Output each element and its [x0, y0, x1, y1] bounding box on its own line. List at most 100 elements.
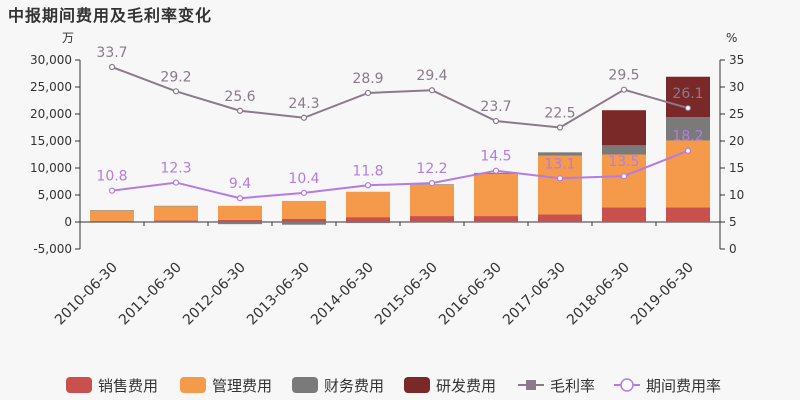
legend-marker: [526, 380, 536, 390]
bar-segment: [154, 206, 198, 221]
series-point: [172, 179, 180, 186]
y-left-unit: 万: [62, 31, 74, 45]
y-right-unit: %: [726, 31, 737, 45]
x-tick-label: 2019-06-30: [628, 260, 697, 329]
series-point: [428, 180, 436, 187]
data-label: 22.5: [544, 106, 575, 122]
bar-segment: [474, 216, 518, 222]
bar-segment: [154, 205, 198, 207]
bar-segment: [602, 145, 646, 155]
y-right-tick-label: 0: [729, 242, 737, 256]
bar-segment: [538, 214, 582, 222]
series-point: [492, 117, 500, 125]
data-label: 14.5: [480, 149, 511, 165]
y-right-tick-label: 20: [729, 134, 744, 148]
data-label: 13.1: [544, 156, 575, 172]
x-tick-label: 2018-06-30: [564, 260, 633, 329]
y-right-tick-label: 30: [729, 80, 744, 94]
legend-label: 销售费用: [98, 377, 158, 395]
data-label: 23.7: [480, 99, 511, 115]
data-label: 28.9: [352, 71, 383, 87]
legend-label: 管理费用: [212, 377, 272, 395]
y-left-tick-label: 25,000: [30, 80, 72, 94]
series-line: [111, 149, 689, 200]
data-label: 11.8: [352, 163, 383, 179]
legend-marker: [620, 378, 634, 392]
series-point: [492, 167, 500, 174]
series-point: [108, 187, 116, 194]
legend-label: 期间费用率: [646, 377, 721, 395]
bar-segment: [666, 207, 710, 222]
x-tick-label: 2014-06-30: [308, 260, 377, 329]
data-label: 33.7: [96, 45, 127, 61]
bar-segment: [154, 220, 198, 222]
bar-segment: [90, 220, 134, 222]
series-point: [364, 89, 372, 97]
legend-label: 毛利率: [550, 377, 595, 395]
series-point: [108, 63, 116, 71]
bar-segment: [90, 210, 134, 221]
series-point: [620, 173, 628, 180]
bar-segment: [538, 155, 582, 215]
y-right-tick-label: 5: [729, 215, 737, 229]
bar-segment: [282, 222, 326, 225]
series-point: [556, 175, 564, 182]
data-label: 10.4: [288, 171, 319, 187]
y-right-tick-label: 25: [729, 107, 744, 121]
x-tick-label: 2015-06-30: [372, 260, 441, 329]
bar-segment: [410, 184, 454, 217]
series-point: [172, 88, 180, 95]
data-label: 25.6: [224, 89, 255, 105]
series-point: [236, 195, 244, 202]
bar-segment: [90, 210, 134, 211]
x-tick-label: 2011-06-30: [116, 260, 185, 329]
bar-segment: [218, 222, 262, 225]
y-left-tick-label: 20,000: [30, 107, 72, 121]
series-point: [236, 107, 244, 114]
data-label: 9.4: [229, 176, 251, 192]
legend-swatch: [404, 377, 430, 393]
series-point: [620, 86, 628, 93]
data-label: 29.2: [160, 69, 191, 85]
y-left-tick-label: 30,000: [30, 53, 72, 67]
data-label: 10.8: [96, 169, 127, 185]
series-point: [300, 189, 308, 196]
bar-segment: [346, 217, 390, 222]
y-left-tick-label: -5,000: [33, 242, 72, 256]
legend-label: 研发费用: [436, 377, 496, 395]
series-point: [684, 104, 692, 112]
y-left-tick-label: 15,000: [30, 134, 72, 148]
data-label: 29.5: [608, 68, 639, 84]
legend-swatch: [180, 377, 206, 393]
bar-segment: [666, 117, 710, 141]
legend-swatch: [292, 377, 318, 393]
data-label: 18.2: [672, 129, 703, 145]
data-label: 12.3: [160, 161, 191, 177]
data-label: 29.4: [416, 68, 447, 84]
series-line: [111, 66, 689, 129]
bar-segment: [218, 219, 262, 222]
bar-segment: [282, 200, 326, 219]
x-tick-label: 2012-06-30: [180, 260, 249, 329]
bar-segment: [218, 205, 262, 220]
bar-segment: [602, 207, 646, 222]
bar-segment: [474, 173, 518, 217]
data-label: 12.2: [416, 161, 447, 177]
series-point: [364, 182, 372, 189]
bar-segment: [346, 222, 390, 224]
bar-segment: [538, 152, 582, 156]
data-label: 24.3: [288, 96, 319, 112]
bar-segment: [410, 216, 454, 222]
bar-segment: [346, 191, 390, 218]
series-point: [556, 124, 564, 131]
y-right-tick-label: 35: [729, 53, 744, 67]
x-tick-label: 2010-06-30: [52, 260, 121, 329]
series-point: [428, 87, 436, 94]
y-left-tick-label: 5,000: [38, 188, 72, 202]
y-left-tick-label: 10,000: [30, 161, 72, 175]
y-right-tick-label: 10: [729, 188, 744, 202]
y-right-tick-label: 15: [729, 161, 744, 175]
data-label: 26.1: [672, 86, 703, 102]
